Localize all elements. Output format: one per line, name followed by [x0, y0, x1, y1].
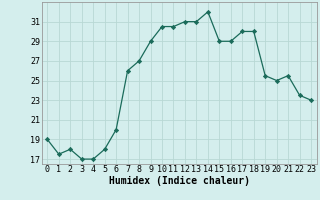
X-axis label: Humidex (Indice chaleur): Humidex (Indice chaleur) [109, 176, 250, 186]
